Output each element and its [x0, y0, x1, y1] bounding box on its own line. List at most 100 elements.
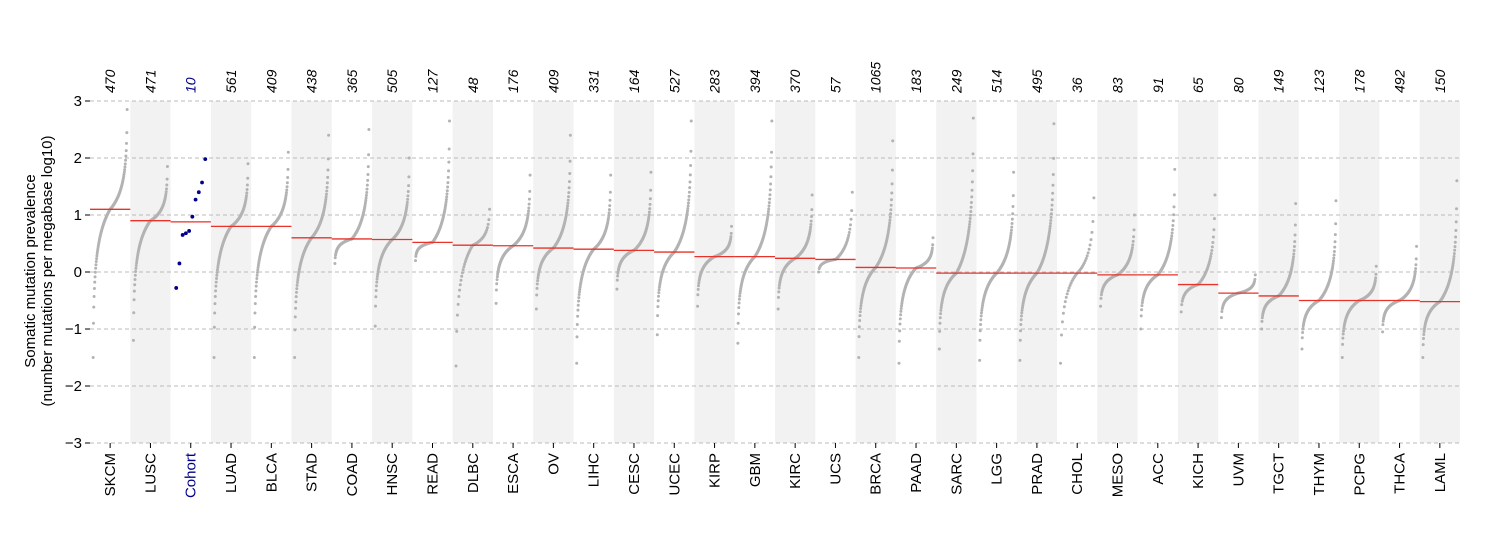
- point-blca: [284, 191, 288, 195]
- x-label-brca: BRCA: [868, 453, 885, 495]
- point-ov: [566, 198, 570, 202]
- point-esca: [526, 212, 530, 216]
- point-ucec: [655, 333, 659, 337]
- series-lihc: [575, 173, 613, 365]
- point-laml: [1455, 207, 1459, 211]
- point-skcm: [94, 259, 98, 263]
- count-label-thym: 123: [1311, 69, 1327, 93]
- series-ov: [534, 133, 572, 311]
- point-kirp: [729, 231, 733, 235]
- point-paad: [931, 236, 935, 240]
- x-label-paad: PAAD: [908, 453, 925, 493]
- point-lihc: [577, 296, 581, 300]
- point-read: [446, 185, 450, 189]
- point-coad: [365, 183, 369, 187]
- point-acc: [1171, 219, 1175, 223]
- point-sarc: [970, 180, 974, 184]
- point-cesc: [648, 202, 652, 206]
- point-blca: [285, 188, 289, 192]
- point-kich: [1209, 254, 1213, 258]
- point-read: [445, 189, 449, 193]
- point-coad: [364, 196, 368, 200]
- point-tgct: [1294, 202, 1298, 206]
- point-cesc: [616, 274, 620, 278]
- point-luad: [245, 191, 249, 195]
- point-acc: [1171, 223, 1175, 227]
- point-stad: [327, 133, 331, 137]
- point-kich: [1180, 303, 1184, 307]
- point-ucec: [686, 201, 690, 205]
- x-label-meso: MESO: [1110, 453, 1127, 497]
- point-luad: [244, 196, 248, 200]
- point-paad: [900, 304, 904, 308]
- x-axis-labels: SKCM LUSC Cohort LUAD BLCA STAD COAD HNSC READ DL…: [102, 443, 1449, 498]
- point-sarc: [967, 230, 971, 234]
- point-hnsc: [374, 304, 378, 308]
- point-dlbc: [487, 218, 491, 222]
- point-sarc: [939, 312, 943, 316]
- count-label-lusc: 471: [142, 70, 158, 93]
- point-brca: [857, 356, 861, 359]
- point-ucec: [687, 190, 691, 194]
- point-thym: [1300, 347, 1304, 351]
- point-blca: [255, 271, 259, 275]
- point-thym: [1301, 327, 1305, 331]
- point-laml: [1454, 220, 1458, 224]
- point-meso: [1130, 246, 1134, 250]
- point-chol: [1066, 289, 1070, 293]
- x-label-thca: THCA: [1392, 453, 1409, 494]
- point-luad: [212, 325, 216, 329]
- point-sarc: [967, 227, 971, 231]
- point-tgct: [1260, 327, 1264, 331]
- point-coad: [366, 173, 370, 177]
- median-lines: [90, 208, 1460, 303]
- point-gbm: [768, 193, 772, 197]
- x-label-tgct: TGCT: [1271, 453, 1288, 494]
- point-luad: [214, 289, 218, 293]
- point-paad: [899, 309, 903, 313]
- point-stad: [294, 300, 298, 304]
- point-kirc: [810, 215, 814, 219]
- point-ov: [567, 180, 571, 184]
- point-dlbc: [486, 222, 490, 226]
- point-hnsc: [406, 190, 410, 194]
- point-kirc: [809, 222, 813, 226]
- point-luad: [214, 280, 218, 284]
- point-ucec: [688, 186, 692, 190]
- point-dlbc: [457, 294, 461, 298]
- point-lgg: [979, 318, 983, 322]
- point-blca: [286, 167, 290, 171]
- count-label-brca: 1065: [868, 62, 884, 93]
- point-ucs: [848, 223, 852, 227]
- point-meso: [1132, 235, 1136, 239]
- count-label-thca: 492: [1392, 69, 1408, 93]
- point-esca: [527, 209, 531, 213]
- point-blca: [285, 185, 289, 189]
- point-hnsc: [405, 200, 409, 204]
- point-tgct: [1293, 223, 1297, 227]
- point-kich: [1212, 217, 1216, 221]
- point-lusc: [164, 192, 168, 196]
- point-cesc: [647, 210, 651, 214]
- point-pcpg: [1341, 342, 1345, 346]
- point-laml: [1421, 356, 1425, 359]
- point-kirc: [809, 225, 813, 229]
- series-blca: [252, 150, 290, 359]
- point-luad: [213, 302, 217, 306]
- point-chol: [1086, 251, 1090, 255]
- point-prad: [1019, 314, 1023, 318]
- y-axis-title: Somatic mutation prevalence (number muta…: [22, 136, 56, 407]
- point-lgg: [979, 314, 983, 318]
- point-prad: [1048, 221, 1052, 225]
- point-prad: [1048, 227, 1052, 231]
- point-stad: [324, 192, 328, 196]
- point-ov: [566, 201, 570, 205]
- point-lusc: [133, 273, 137, 277]
- point-skcm: [93, 275, 97, 279]
- point-hnsc: [374, 284, 378, 288]
- point-lusc: [134, 263, 138, 267]
- point-coad: [366, 165, 370, 169]
- point-blca: [285, 181, 289, 185]
- point-cohort: [196, 190, 201, 195]
- point-blca: [286, 150, 290, 154]
